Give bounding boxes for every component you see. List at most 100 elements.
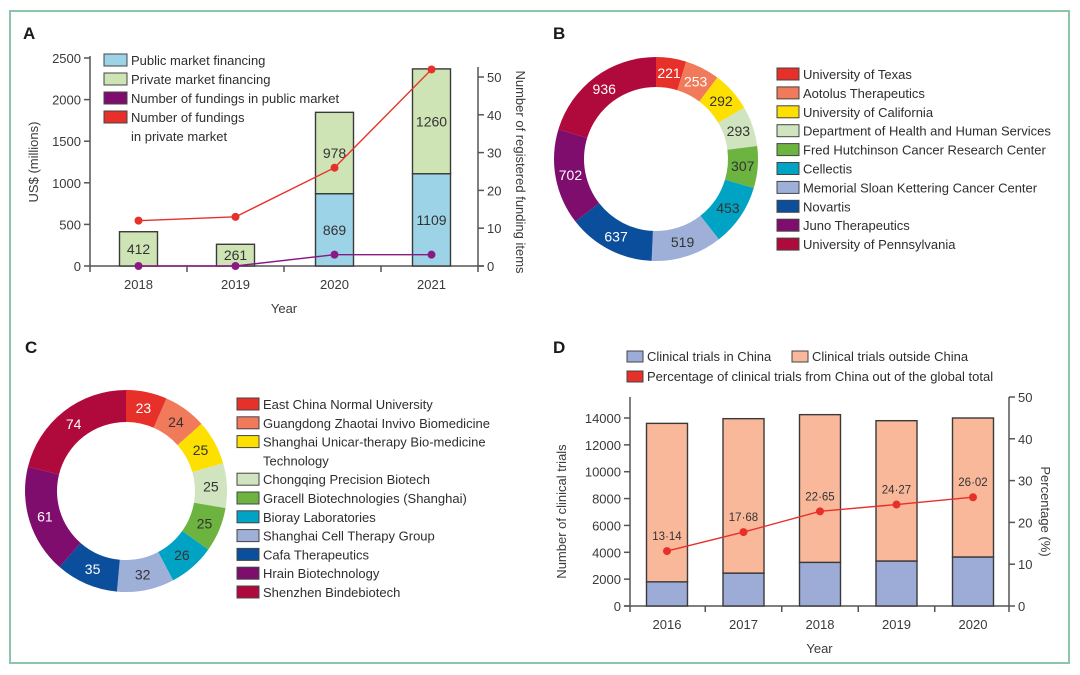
series-value-label: 26·02 — [958, 477, 987, 489]
legend-swatch — [776, 237, 800, 251]
series-value-label: 17·68 — [729, 512, 758, 524]
legend-swatch — [776, 67, 800, 81]
legend-label: Hrain Biotechnology — [263, 566, 380, 581]
slice-value-label: 936 — [593, 81, 617, 97]
slice-value-label: 25 — [203, 478, 219, 494]
y-tick-label: 2000 — [592, 572, 621, 587]
slice-value-label: 453 — [716, 200, 740, 216]
y-tick-label: 0 — [614, 599, 621, 614]
legend-label: Cafa Therapeutics — [263, 547, 369, 562]
series-value-label: 24·27 — [882, 485, 911, 497]
y-right-tick-label: 30 — [1018, 474, 1032, 489]
slice-value-label: 702 — [559, 167, 583, 183]
legend-swatch — [626, 370, 644, 383]
y-tick-label: 6000 — [592, 518, 621, 533]
legend-swatch — [236, 472, 260, 486]
legend-swatch — [791, 350, 809, 363]
bar-segment — [798, 413, 842, 564]
donut-slice — [554, 129, 600, 222]
x-tick-label: 2020 — [320, 277, 349, 292]
legend-swatch — [236, 491, 260, 505]
legend-swatch — [776, 124, 800, 138]
legend-swatch — [626, 350, 644, 363]
series-point — [231, 262, 240, 270]
bar-segment — [875, 419, 918, 562]
slice-value-label: 25 — [193, 442, 209, 458]
slice-value-label: 221 — [657, 65, 681, 81]
y-tick-label: 2000 — [52, 93, 81, 108]
bar-value-label: 261 — [224, 247, 248, 263]
x-tick-label: 2019 — [882, 617, 911, 632]
donut-slice — [656, 57, 687, 91]
bar-segment — [798, 561, 842, 607]
slice-value-label: 519 — [671, 234, 695, 250]
slice-value-label: 292 — [709, 93, 733, 109]
legend-label: Shanghai Cell Therapy Group — [263, 529, 435, 544]
slice-value-label: 253 — [684, 74, 708, 90]
donut-slice — [192, 463, 227, 509]
legend-label: Chongqing Precision Biotech — [263, 472, 430, 487]
y-right-tick-label: 30 — [487, 146, 501, 161]
y-right-tick-label: 20 — [1018, 515, 1032, 530]
legend-swatch — [236, 397, 260, 411]
bar-segment — [645, 422, 689, 583]
donut-slice — [575, 203, 653, 261]
legend-swatch — [236, 510, 260, 524]
legend-label: Number of fundings — [131, 110, 245, 125]
bar-segment — [951, 556, 995, 607]
series-point — [663, 547, 671, 556]
x-tick-label: 2017 — [729, 617, 758, 632]
y-right-tick-label: 50 — [1018, 390, 1032, 405]
donut-slice — [59, 542, 120, 592]
series-point — [816, 507, 824, 516]
panel-letter-d: D — [553, 338, 565, 357]
legend-swatch — [103, 53, 128, 67]
y-right-tick-label: 50 — [487, 70, 501, 85]
bar-value-label: 1109 — [416, 212, 446, 228]
legend-label: Memorial Sloan Kettering Cancer Center — [803, 180, 1038, 195]
donut-slice — [651, 215, 719, 261]
legend-swatch — [776, 86, 800, 100]
legend-swatch — [236, 435, 260, 449]
donut-slice — [724, 145, 759, 189]
y-right-tick-label: 10 — [1018, 557, 1032, 572]
legend-swatch — [103, 72, 128, 86]
legend-swatch — [236, 585, 260, 599]
y-tick-label: 14000 — [585, 411, 621, 426]
y-tick-label: 8000 — [592, 492, 621, 507]
legend-label: Clinical trials in China — [647, 349, 772, 364]
x-tick-label: 2018 — [806, 617, 835, 632]
series-point — [969, 493, 977, 502]
y-right-axis-title: Number of registered funding items — [513, 70, 528, 274]
y-tick-label: 2500 — [52, 51, 81, 66]
series-point — [134, 262, 143, 270]
donut-slice — [126, 390, 167, 428]
legend-label: Gracell Biotechnologies (Shanghai) — [263, 491, 467, 506]
bar-value-label: 869 — [323, 222, 347, 238]
legend-label: Private market financing — [131, 72, 270, 87]
bar-value-label: 978 — [323, 145, 347, 161]
slice-value-label: 637 — [604, 228, 628, 244]
series-point — [892, 500, 901, 509]
legend-label: Technology — [263, 453, 329, 468]
series-point — [330, 163, 339, 172]
legend-label: Percentage of clinical trials from China… — [647, 369, 993, 384]
legend-label: Shanghai Unicar-therapy Bio-medicine — [263, 435, 486, 450]
y-axis-title: Number of clinical trials — [554, 444, 569, 579]
panel-a-chart: 0 500 1000 1500 2000 2500 0 10 20 30 40 50 2018 2019 2… — [26, 51, 528, 316]
series-point — [427, 65, 436, 74]
bar-segment — [645, 581, 689, 607]
legend-swatch — [776, 199, 800, 213]
y-right-tick-label: 40 — [487, 108, 501, 123]
slice-value-label: 24 — [168, 414, 184, 430]
x-tick-label: 2018 — [124, 277, 153, 292]
series-point — [134, 216, 143, 225]
legend-swatch — [776, 218, 800, 232]
bar-segment — [314, 111, 355, 195]
panel-letter-c: C — [25, 338, 37, 357]
slice-value-label: 307 — [731, 158, 755, 174]
legend-swatch — [103, 110, 128, 124]
x-tick-label: 2019 — [221, 277, 250, 292]
panel-letter-b: B — [553, 24, 565, 43]
